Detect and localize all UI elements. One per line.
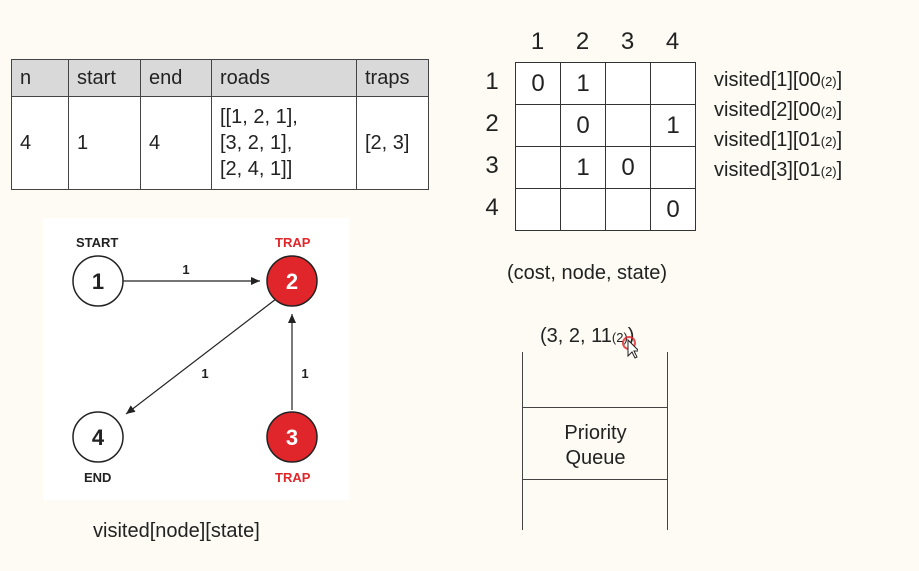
roads-line: [2, 4, 1]] [220, 158, 293, 180]
node-4-id: 4 [92, 425, 105, 450]
visited-text: visited[2][00 [714, 99, 821, 121]
matrix-cell [561, 189, 606, 231]
node-4-label: END [84, 470, 112, 485]
graph-caption: visited[node][state] [93, 520, 260, 542]
visited-bracket: ] [836, 159, 843, 181]
visited-matrix: 0 1 0 1 1 0 0 [515, 62, 696, 231]
input-table: n start end roads traps 4 1 4 [[1, 2, 1]… [11, 59, 429, 190]
node-4-circle [72, 411, 124, 463]
matrix-row-header: 2 [485, 110, 499, 137]
cell-end: 4 [140, 96, 212, 190]
visited-list: visited[1][00(2)] visited[2][00(2)] visi… [714, 66, 842, 186]
matrix-col-header: 1 [530, 28, 545, 55]
visited-bracket: ] [836, 69, 843, 91]
matrix-col-header: 4 [665, 28, 680, 55]
header-roads: roads [211, 59, 357, 97]
binary-subscript: (2) [820, 134, 837, 149]
node-1-circle [72, 255, 124, 307]
node-2-id: 2 [286, 269, 298, 294]
matrix-cell: 1 [651, 105, 696, 147]
queue-left-wall [522, 352, 523, 530]
matrix-row-header: 4 [485, 194, 499, 221]
node-2-circle [266, 255, 318, 307]
queue-bottom-border [522, 479, 668, 480]
matrix-cell [516, 147, 561, 189]
header-end: end [140, 59, 212, 97]
visited-bracket: ] [836, 129, 843, 151]
table-row: 4 1 4 [[1, 2, 1], [3, 2, 1], [2, 4, 1]] … [11, 96, 429, 190]
mouse-cursor-icon [622, 336, 641, 360]
visited-text: visited[1][00 [714, 69, 821, 91]
matrix-cell: 0 [561, 105, 606, 147]
node-3-circle [266, 411, 318, 463]
cell-start: 1 [68, 96, 141, 190]
matrix-cell [516, 189, 561, 231]
node-3-id: 3 [286, 425, 298, 450]
pq-label-line: Queue [565, 447, 626, 469]
priority-queue-label: Priority Queue [523, 421, 668, 471]
visited-text: visited[3][01 [714, 159, 821, 181]
table-header-row: n start end roads traps [11, 59, 429, 97]
tuple-format-label: (cost, node, state) [507, 262, 668, 284]
queue-right-wall [667, 352, 668, 530]
visited-entry: visited[2][00(2)] [714, 96, 842, 126]
visited-entry: visited[3][01(2)] [714, 156, 842, 186]
node-2-label: TRAP [275, 235, 311, 250]
matrix-cell: 0 [516, 63, 561, 105]
header-start: start [68, 59, 141, 97]
binary-subscript: (2) [820, 74, 837, 89]
matrix-cell [516, 105, 561, 147]
matrix-cell [606, 63, 651, 105]
matrix-col-header: 2 [575, 28, 590, 55]
queue-item-close: ) [627, 325, 635, 347]
header-n: n [11, 59, 69, 97]
header-traps: traps [356, 59, 429, 97]
cell-n: 4 [11, 96, 69, 190]
matrix-cell [651, 63, 696, 105]
pq-label-line: Priority [564, 422, 627, 444]
matrix-cell [606, 189, 651, 231]
queue-item-text: (3, 2, 11 [540, 325, 612, 347]
roads-line: [[1, 2, 1], [220, 106, 298, 128]
matrix-row-header: 3 [485, 152, 499, 179]
matrix-cell: 0 [606, 147, 651, 189]
matrix-cell: 1 [561, 147, 606, 189]
matrix-cell: 0 [651, 189, 696, 231]
cursor-svg [622, 336, 641, 359]
edge-2-4-weight: 1 [201, 366, 208, 381]
edge-2-4 [125, 298, 277, 415]
node-1-label: START [76, 235, 119, 250]
edge-1-2-weight: 1 [182, 262, 189, 277]
matrix-row-header: 1 [485, 68, 499, 95]
matrix-cell [606, 105, 651, 147]
visited-text: visited[1][01 [714, 129, 821, 151]
binary-subscript: (2) [820, 164, 837, 179]
graph-svg: 1 2 4 3 1 1 1 [72, 255, 318, 463]
edge-3-2-weight: 1 [301, 366, 308, 381]
queue-item-label: (3, 2, 11(2)) [540, 325, 634, 348]
visited-entry: visited[1][00(2)] [714, 66, 842, 96]
matrix-col-header: 3 [620, 28, 635, 55]
cell-traps: [2, 3] [356, 96, 429, 190]
matrix-cell: 1 [561, 63, 606, 105]
cell-roads: [[1, 2, 1], [3, 2, 1], [2, 4, 1]] [211, 96, 357, 190]
graph-panel: 1 2 4 3 1 1 1 START TRAP END TRAP [43, 218, 349, 500]
binary-subscript: (2) [820, 104, 837, 119]
node-3-label: TRAP [275, 470, 311, 485]
matrix-cell [651, 147, 696, 189]
queue-top-border [522, 407, 668, 408]
node-1-id: 1 [92, 269, 104, 294]
roads-line: [3, 2, 1], [220, 132, 293, 154]
visited-bracket: ] [836, 99, 843, 121]
visited-entry: visited[1][01(2)] [714, 126, 842, 156]
